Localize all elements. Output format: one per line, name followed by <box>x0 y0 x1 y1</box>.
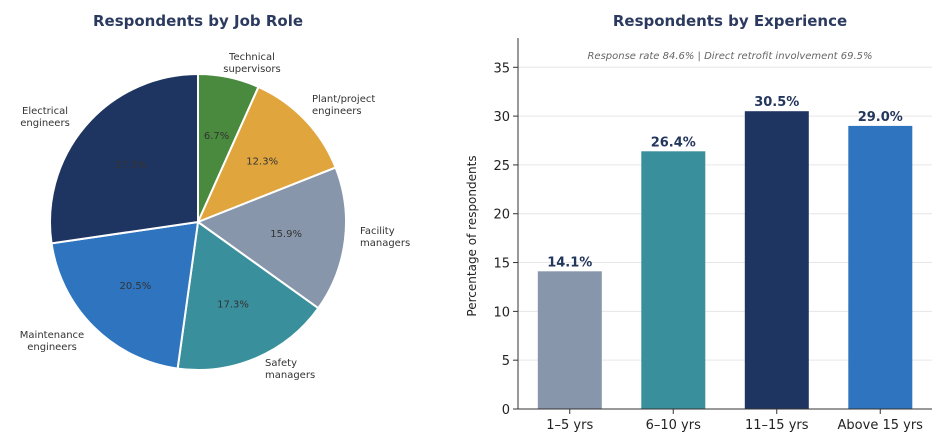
pie-pct-label: 20.5% <box>120 281 152 292</box>
bar-6-10-yrs <box>641 151 706 410</box>
pie-pct-label: 12.3% <box>246 157 278 168</box>
y-tick-label: 15 <box>493 257 510 272</box>
bar-above-15-yrs <box>848 125 913 410</box>
y-tick-label: 25 <box>493 159 510 174</box>
bar-value-label: 30.5% <box>754 95 799 110</box>
x-tick-label: 1–5 yrs <box>546 418 593 433</box>
y-tick-label: 30 <box>493 110 510 125</box>
bar-chart: Respondents by Experience Response rate … <box>465 12 932 433</box>
pie-slice-label: Maintenance engineers <box>20 330 84 353</box>
y-tick-label: 35 <box>493 61 510 76</box>
pie-pct-label: 27.3% <box>115 160 147 171</box>
pie-slice-label: Electrical engineers <box>20 106 70 129</box>
bar-1-5-yrs <box>537 271 602 409</box>
bar-chart-title: Respondents by Experience <box>613 12 847 30</box>
y-tick-label: 10 <box>493 305 510 320</box>
pie-slice-safety-managers <box>176 220 320 372</box>
pie-pct-label: 17.3% <box>217 300 249 311</box>
pie-slice-plant-project-engineers <box>196 85 337 224</box>
y-tick-label: 20 <box>493 208 510 223</box>
bar-value-label: 29.0% <box>858 110 903 125</box>
pie-slice-label: Safety managers <box>265 358 315 381</box>
pie-slice-maintenance-engineers <box>50 220 200 370</box>
pie-slice-label: Technical supervisors <box>223 52 281 75</box>
pie-pct-label: 6.7% <box>204 131 229 142</box>
pie-slice-label: Facility managers <box>360 226 410 249</box>
x-tick-label: 11–15 yrs <box>745 418 809 433</box>
pie-pct-label: 15.9% <box>270 229 302 240</box>
x-tick-label: Above 15 yrs <box>838 418 924 433</box>
x-tick-label: 6–10 yrs <box>646 418 701 433</box>
y-axis-label: Percentage of respondents <box>465 155 479 316</box>
bar-chart-annotation: Response rate 84.6% | Direct retrofit in… <box>587 51 872 62</box>
y-tick-label: 0 <box>502 403 510 418</box>
pie-chart: Respondents by Job Role 6.7% Technical sup… <box>20 12 410 381</box>
pie-slice-facility-managers <box>195 166 347 310</box>
bar-11-15-yrs <box>744 111 809 409</box>
bar-value-label: 14.1% <box>547 255 592 270</box>
pie-slice-electrical-engineers <box>49 72 199 245</box>
pie-chart-title: Respondents by Job Role <box>93 12 303 30</box>
pie-slice-label: Plant/project engineers <box>312 94 375 117</box>
y-tick-label: 5 <box>502 354 510 369</box>
bar-value-label: 26.4% <box>651 135 696 150</box>
